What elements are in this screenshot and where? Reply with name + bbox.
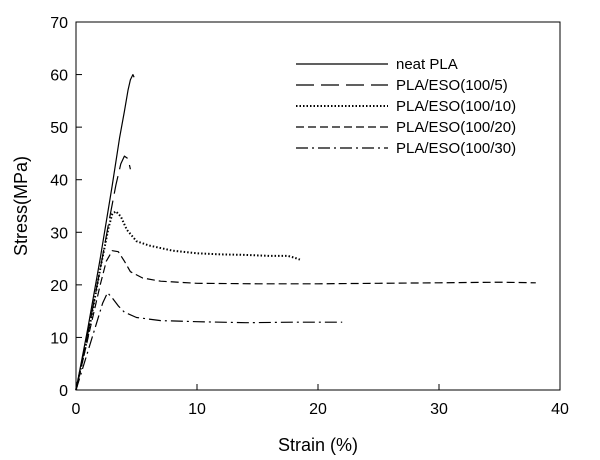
y-tick-label: 30 xyxy=(50,225,68,242)
y-tick-label: 0 xyxy=(59,383,68,400)
legend-label-5: PLA/ESO(100/30) xyxy=(396,140,516,157)
series-layer xyxy=(75,73,536,391)
axis-ticks: 0 10 20 30 40 0 10 20 30 40 50 60 70 xyxy=(50,15,569,418)
y-tick-label: 70 xyxy=(50,15,68,32)
x-tick-label: 20 xyxy=(309,401,327,418)
legend-label-1: neat PLA xyxy=(396,56,458,73)
series-line-1 xyxy=(75,73,135,391)
series-line-3 xyxy=(75,210,301,391)
y-tick-label: 60 xyxy=(50,68,68,85)
x-tick-label: 0 xyxy=(72,401,81,418)
y-tick-label: 10 xyxy=(50,330,68,347)
x-tick-label: 30 xyxy=(430,401,448,418)
legend-label-4: PLA/ESO(100/20) xyxy=(396,119,516,136)
x-tick-label: 40 xyxy=(551,401,569,418)
y-tick-label: 40 xyxy=(50,173,68,190)
y-tick-label: 50 xyxy=(50,120,68,137)
series-line-2 xyxy=(75,155,131,391)
legend-label-3: PLA/ESO(100/10) xyxy=(396,98,516,115)
x-axis-label: Strain (%) xyxy=(278,435,358,455)
x-tick-label: 10 xyxy=(188,401,206,418)
legend-label-2: PLA/ESO(100/5) xyxy=(396,77,508,94)
series-line-5 xyxy=(75,292,343,391)
series-line-4 xyxy=(75,250,536,391)
y-tick-label: 20 xyxy=(50,278,68,295)
legend: neat PLA PLA/ESO(100/5) PLA/ESO(100/10) PLA… xyxy=(296,56,516,157)
y-axis-label: Stress(MPa) xyxy=(11,156,31,256)
